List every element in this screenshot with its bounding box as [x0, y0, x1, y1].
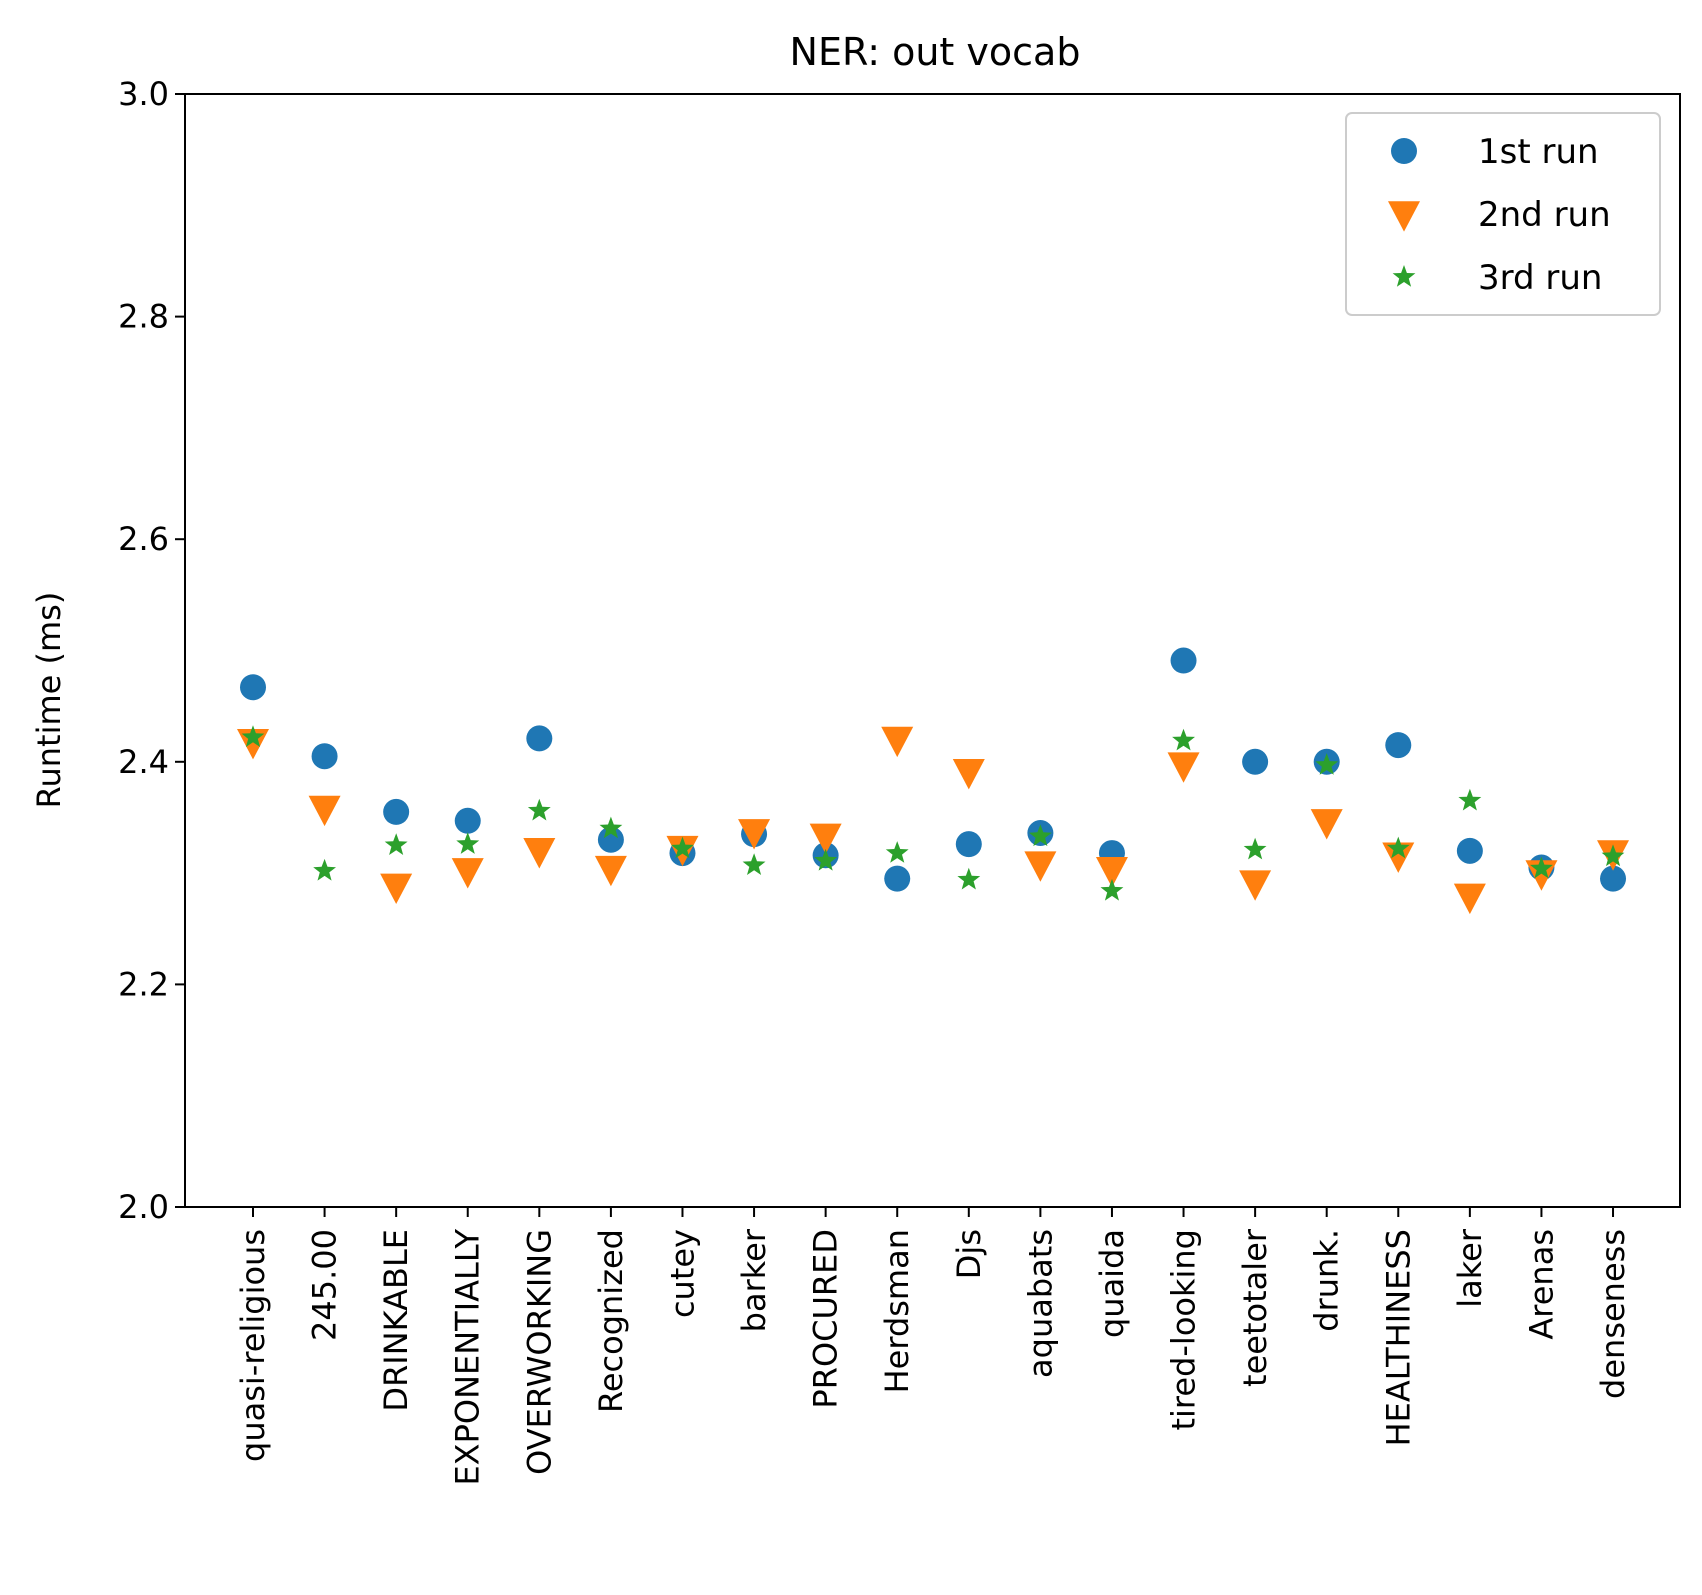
legend-entry: 1st run: [1391, 132, 1599, 172]
y-tick-label: 2.0: [118, 1188, 169, 1226]
x-tick-label: drunk.: [1308, 1229, 1346, 1332]
x-tick-label: denseness: [1594, 1229, 1632, 1399]
data-point: [526, 725, 553, 752]
data-point: [809, 823, 842, 854]
legend-entry: 3rd run: [1392, 258, 1602, 298]
x-tick-label: Recognized: [592, 1229, 630, 1413]
data-point: [885, 841, 909, 863]
legend-label: 1st run: [1478, 132, 1599, 172]
x-tick-label: laker: [1451, 1228, 1489, 1308]
data-point: [456, 832, 480, 854]
data-point: [952, 759, 985, 790]
data-point: [957, 867, 981, 890]
y-tick-label: 2.4: [118, 743, 169, 781]
legend-marker: [1392, 265, 1416, 287]
data-point: [451, 858, 484, 889]
data-point: [1242, 748, 1269, 775]
y-tick-label: 2.8: [118, 298, 169, 336]
data-point: [308, 795, 341, 827]
series-2: [237, 726, 1630, 915]
x-tick-label: tired-looking: [1165, 1229, 1203, 1431]
x-tick-label: PROCURED: [807, 1229, 845, 1409]
data-point: [738, 819, 771, 850]
y-axis-label: Runtime (ms): [30, 592, 68, 809]
x-tick-label: EXPONENTIALLY: [449, 1229, 487, 1486]
data-point: [1172, 728, 1195, 751]
data-point: [240, 674, 266, 701]
x-tick-label: HEALTHINESS: [1379, 1229, 1417, 1446]
legend-label: 3rd run: [1478, 258, 1602, 298]
data-point: [1239, 870, 1272, 901]
x-tick-label: barker: [735, 1228, 773, 1332]
x-tick-label: aquabats: [1021, 1229, 1059, 1378]
data-point: [594, 855, 627, 887]
data-point: [523, 838, 556, 869]
data-point: [671, 836, 694, 859]
chart-title: NER: out vocab: [790, 30, 1081, 74]
legend-label: 2nd run: [1478, 195, 1611, 235]
data-points: [237, 647, 1630, 915]
data-point: [241, 725, 265, 747]
data-point: [955, 831, 982, 858]
data-point: [311, 743, 338, 770]
y-axis: 2.0 2.2 2.4 2.6 2.8 3.0: [118, 75, 185, 1226]
data-point: [1382, 842, 1415, 873]
x-tick-label: Herdsman: [878, 1229, 916, 1393]
data-point: [1601, 844, 1625, 867]
series-1: [240, 647, 1627, 892]
data-point: [1167, 752, 1200, 783]
legend-marker: [1391, 138, 1417, 164]
plot-area-frame: [184, 93, 1681, 1208]
data-point: [1458, 788, 1482, 811]
data-point: [814, 848, 838, 871]
data-point: [742, 853, 766, 875]
data-point: [1100, 878, 1124, 901]
data-point: [527, 798, 551, 821]
x-tick-label: cutey: [663, 1229, 701, 1318]
data-point: [1386, 836, 1410, 859]
data-point: [1095, 856, 1128, 888]
data-point: [1385, 732, 1412, 759]
legend-entry: 2nd run: [1388, 195, 1611, 235]
y-tick-label: 2.6: [118, 520, 169, 558]
data-point: [881, 726, 914, 758]
data-point: [1029, 824, 1052, 847]
x-axis: quasi-religious 245.00 DRINKABLE EXPONENTIA…: [234, 1207, 1632, 1486]
legend-marker: [1388, 201, 1420, 232]
series-3: [241, 725, 1625, 901]
legend: 1st run 2nd run 3rd run: [1345, 112, 1661, 316]
x-tick-label: DRINKABLE: [377, 1229, 415, 1412]
data-point: [1170, 647, 1197, 674]
data-point: [384, 833, 408, 855]
data-point: [380, 873, 413, 905]
x-tick-label: Djs: [950, 1229, 988, 1279]
data-point: [1243, 837, 1267, 860]
data-point: [1530, 856, 1553, 879]
x-tick-label: quasi-religious: [234, 1229, 272, 1462]
y-tick-label: 2.2: [118, 965, 169, 1003]
x-tick-label: 245.00: [306, 1229, 344, 1341]
x-tick-label: teetotaler: [1236, 1228, 1274, 1387]
data-point: [1024, 851, 1057, 882]
data-point: [599, 816, 623, 839]
y-tick-label: 3.0: [118, 75, 169, 113]
legend-box: [1345, 112, 1661, 316]
data-point: [313, 858, 336, 881]
data-point: [597, 826, 624, 853]
data-point: [1525, 860, 1558, 891]
data-point: [1310, 809, 1343, 840]
data-point: [1600, 865, 1627, 892]
x-tick-label: Arenas: [1522, 1229, 1560, 1340]
data-point: [454, 807, 481, 834]
data-point: [1456, 837, 1483, 864]
data-point: [237, 728, 269, 760]
data-point: [1315, 753, 1339, 775]
data-point: [1453, 883, 1486, 915]
x-tick-label: OVERWORKING: [520, 1229, 558, 1475]
data-point: [884, 865, 911, 892]
data-point: [383, 798, 410, 825]
x-tick-label: quaida: [1093, 1229, 1131, 1338]
